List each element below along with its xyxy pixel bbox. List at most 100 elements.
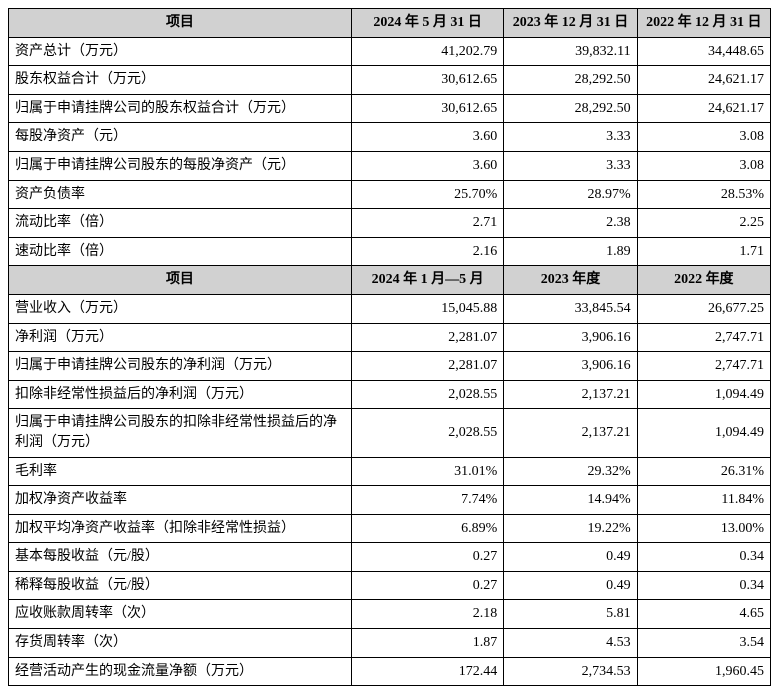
- row-value: 0.34: [637, 543, 770, 572]
- row-value: 7.74%: [351, 486, 503, 515]
- row-label: 归属于申请挂牌公司股东的扣除非经常性损益后的净利润（万元）: [9, 409, 352, 457]
- hdr2-col0: 项目: [9, 266, 352, 295]
- row-value: 2.38: [504, 209, 637, 238]
- row-value: 2,281.07: [351, 352, 503, 381]
- row-value: 1,094.49: [637, 380, 770, 409]
- row-label: 归属于申请挂牌公司股东的每股净资产（元）: [9, 151, 352, 180]
- row-value: 30,612.65: [351, 94, 503, 123]
- row-value: 1,960.45: [637, 657, 770, 686]
- row-value: 3.60: [351, 123, 503, 152]
- hdr1-col1: 2024 年 5 月 31 日: [351, 9, 503, 38]
- row-value: 1.89: [504, 237, 637, 266]
- table-row: 加权平均净资产收益率（扣除非经常性损益）6.89%19.22%13.00%: [9, 514, 771, 543]
- row-label: 资产总计（万元）: [9, 37, 352, 66]
- row-value: 0.49: [504, 543, 637, 572]
- table-row: 归属于申请挂牌公司的股东权益合计（万元）30,612.6528,292.5024…: [9, 94, 771, 123]
- row-value: 2.25: [637, 209, 770, 238]
- row-value: 31.01%: [351, 457, 503, 486]
- table-row: 归属于申请挂牌公司股东的每股净资产（元）3.603.333.08: [9, 151, 771, 180]
- table-row: 流动比率（倍）2.712.382.25: [9, 209, 771, 238]
- table-row: 应收账款周转率（次）2.185.814.65: [9, 600, 771, 629]
- hdr1-col0: 项目: [9, 9, 352, 38]
- row-value: 11.84%: [637, 486, 770, 515]
- row-value: 30,612.65: [351, 66, 503, 95]
- row-label: 归属于申请挂牌公司的股东权益合计（万元）: [9, 94, 352, 123]
- row-value: 1.87: [351, 629, 503, 658]
- table-row: 基本每股收益（元/股）0.270.490.34: [9, 543, 771, 572]
- table-row: 资产总计（万元）41,202.7939,832.1134,448.65: [9, 37, 771, 66]
- table-row: 每股净资产（元）3.603.333.08: [9, 123, 771, 152]
- row-value: 34,448.65: [637, 37, 770, 66]
- row-label: 存货周转率（次）: [9, 629, 352, 658]
- table-row: 经营活动产生的现金流量净额（万元）172.442,734.531,960.45: [9, 657, 771, 686]
- row-value: 3.33: [504, 123, 637, 152]
- row-value: 28,292.50: [504, 66, 637, 95]
- row-value: 24,621.17: [637, 66, 770, 95]
- financial-table: 项目 2024 年 5 月 31 日 2023 年 12 月 31 日 2022…: [8, 8, 771, 686]
- row-label: 速动比率（倍）: [9, 237, 352, 266]
- row-value: 2,137.21: [504, 409, 637, 457]
- row-value: 13.00%: [637, 514, 770, 543]
- row-value: 19.22%: [504, 514, 637, 543]
- row-value: 29.32%: [504, 457, 637, 486]
- row-label: 净利润（万元）: [9, 323, 352, 352]
- row-value: 0.27: [351, 543, 503, 572]
- row-value: 3.08: [637, 123, 770, 152]
- table-row: 速动比率（倍）2.161.891.71: [9, 237, 771, 266]
- row-label: 资产负债率: [9, 180, 352, 209]
- row-value: 41,202.79: [351, 37, 503, 66]
- row-value: 33,845.54: [504, 294, 637, 323]
- table-row: 股东权益合计（万元）30,612.6528,292.5024,621.17: [9, 66, 771, 95]
- row-value: 2,028.55: [351, 409, 503, 457]
- row-value: 0.34: [637, 571, 770, 600]
- row-value: 3.60: [351, 151, 503, 180]
- table-row: 归属于申请挂牌公司股东的净利润（万元）2,281.073,906.162,747…: [9, 352, 771, 381]
- row-label: 经营活动产生的现金流量净额（万元）: [9, 657, 352, 686]
- hdr2-col3: 2022 年度: [637, 266, 770, 295]
- table-row: 扣除非经常性损益后的净利润（万元）2,028.552,137.211,094.4…: [9, 380, 771, 409]
- row-value: 172.44: [351, 657, 503, 686]
- row-value: 3,906.16: [504, 352, 637, 381]
- row-value: 3.33: [504, 151, 637, 180]
- row-value: 25.70%: [351, 180, 503, 209]
- row-value: 4.53: [504, 629, 637, 658]
- row-value: 5.81: [504, 600, 637, 629]
- row-label: 应收账款周转率（次）: [9, 600, 352, 629]
- row-label: 加权净资产收益率: [9, 486, 352, 515]
- row-value: 3,906.16: [504, 323, 637, 352]
- row-value: 6.89%: [351, 514, 503, 543]
- row-value: 2,747.71: [637, 352, 770, 381]
- row-value: 0.49: [504, 571, 637, 600]
- table-row: 净利润（万元）2,281.073,906.162,747.71: [9, 323, 771, 352]
- hdr1-col3: 2022 年 12 月 31 日: [637, 9, 770, 38]
- hdr2-col1: 2024 年 1 月—5 月: [351, 266, 503, 295]
- row-label: 流动比率（倍）: [9, 209, 352, 238]
- hdr2-col2: 2023 年度: [504, 266, 637, 295]
- row-value: 2,281.07: [351, 323, 503, 352]
- row-value: 3.08: [637, 151, 770, 180]
- row-value: 2,137.21: [504, 380, 637, 409]
- row-label: 毛利率: [9, 457, 352, 486]
- row-value: 0.27: [351, 571, 503, 600]
- row-label: 股东权益合计（万元）: [9, 66, 352, 95]
- table-row: 营业收入（万元）15,045.8833,845.5426,677.25: [9, 294, 771, 323]
- row-value: 2,028.55: [351, 380, 503, 409]
- row-value: 2.18: [351, 600, 503, 629]
- table-row: 存货周转率（次）1.874.533.54: [9, 629, 771, 658]
- row-value: 39,832.11: [504, 37, 637, 66]
- row-value: 3.54: [637, 629, 770, 658]
- table-row: 资产负债率25.70%28.97%28.53%: [9, 180, 771, 209]
- row-value: 2.71: [351, 209, 503, 238]
- row-label: 扣除非经常性损益后的净利润（万元）: [9, 380, 352, 409]
- row-value: 1,094.49: [637, 409, 770, 457]
- row-value: 28.97%: [504, 180, 637, 209]
- header-row-2: 项目2024 年 1 月—5 月2023 年度2022 年度: [9, 266, 771, 295]
- table-row: 稀释每股收益（元/股）0.270.490.34: [9, 571, 771, 600]
- row-value: 14.94%: [504, 486, 637, 515]
- header-row-1: 项目 2024 年 5 月 31 日 2023 年 12 月 31 日 2022…: [9, 9, 771, 38]
- row-label: 营业收入（万元）: [9, 294, 352, 323]
- row-value: 24,621.17: [637, 94, 770, 123]
- row-value: 26.31%: [637, 457, 770, 486]
- table-row: 毛利率31.01%29.32%26.31%: [9, 457, 771, 486]
- table-row: 加权净资产收益率7.74%14.94%11.84%: [9, 486, 771, 515]
